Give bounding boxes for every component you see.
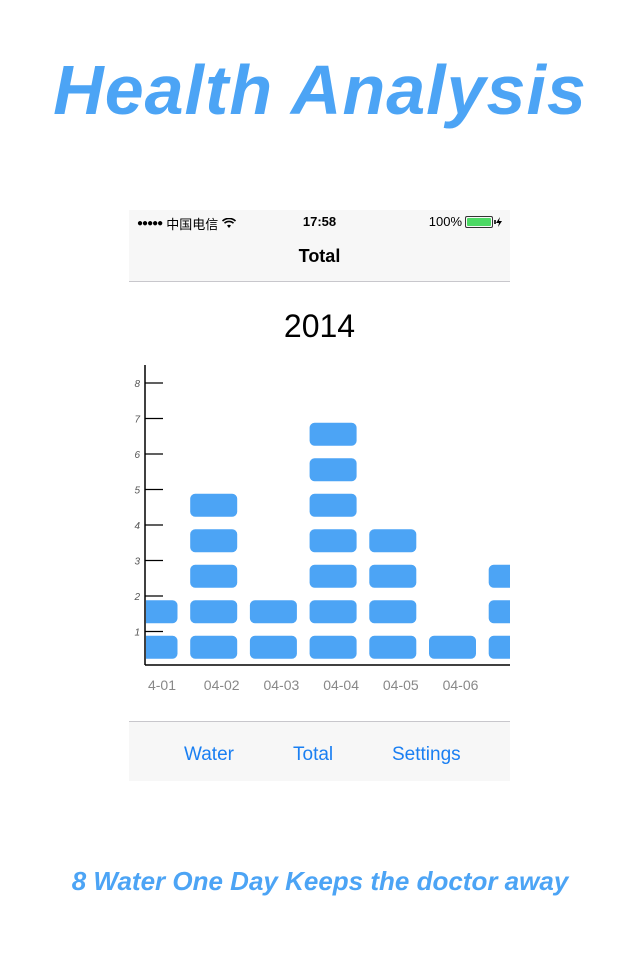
bar-segment[interactable] bbox=[429, 635, 476, 659]
signal-strength-icon: ●●●●● bbox=[137, 218, 163, 229]
bars-group bbox=[131, 422, 510, 659]
battery-icon bbox=[465, 215, 496, 228]
bar-segment[interactable] bbox=[309, 458, 357, 482]
bar-segment[interactable] bbox=[309, 635, 357, 659]
tab-total[interactable]: Total bbox=[293, 744, 334, 765]
y-tick-label: 4 bbox=[134, 521, 140, 532]
bar-segment[interactable] bbox=[369, 600, 417, 624]
carrier-name: 中国电信 bbox=[166, 217, 219, 232]
navigation-bar: Total bbox=[129, 234, 510, 282]
x-tick-label: 04-02 bbox=[204, 677, 240, 693]
bar-segment[interactable] bbox=[190, 564, 238, 588]
x-tick-label: 04-05 bbox=[383, 677, 419, 693]
bar-segment[interactable] bbox=[309, 422, 357, 446]
bar-segment[interactable] bbox=[488, 635, 510, 659]
bar-segment[interactable] bbox=[488, 564, 510, 588]
y-tick-label: 6 bbox=[134, 450, 140, 461]
tab-water[interactable]: Water bbox=[184, 744, 234, 765]
bar-segment[interactable] bbox=[190, 600, 238, 624]
y-tick-label: 8 bbox=[134, 379, 140, 390]
y-tick-label: 7 bbox=[134, 415, 140, 426]
bar-segment[interactable] bbox=[190, 529, 238, 553]
bar-segment[interactable] bbox=[369, 564, 417, 588]
clock: 17:58 bbox=[302, 214, 337, 229]
bar-segment[interactable] bbox=[309, 600, 357, 624]
tab-settings[interactable]: Settings bbox=[392, 744, 461, 765]
bar-segment[interactable] bbox=[309, 564, 357, 588]
x-tick-label: 4-01 bbox=[148, 677, 176, 693]
bar-segment[interactable] bbox=[369, 529, 417, 553]
promo-tagline: 8 Water One Day Keeps the doctor away bbox=[71, 866, 569, 896]
tab-bar: Water Total Settings bbox=[129, 721, 510, 781]
y-tick-label: 5 bbox=[134, 486, 140, 497]
bar-segment[interactable] bbox=[488, 600, 510, 624]
promo-headline: Health Analysis bbox=[53, 51, 587, 129]
bar-segment[interactable] bbox=[131, 600, 178, 624]
battery-percent: 100% bbox=[428, 214, 462, 229]
bar-segment[interactable] bbox=[249, 600, 297, 624]
x-tick-label: 04-06 bbox=[443, 677, 479, 693]
bar-segment[interactable] bbox=[190, 635, 238, 659]
wifi-icon bbox=[222, 218, 237, 228]
x-tick-label: 04-04 bbox=[323, 677, 359, 693]
charging-icon bbox=[496, 216, 502, 227]
bar-segment[interactable] bbox=[249, 635, 297, 659]
y-tick-label: 2 bbox=[133, 592, 140, 603]
y-tick-label: 1 bbox=[134, 628, 140, 639]
bar-segment[interactable] bbox=[369, 635, 417, 659]
bar-segment[interactable] bbox=[190, 493, 238, 517]
bar-segment[interactable] bbox=[309, 493, 357, 517]
page-title: Total bbox=[298, 246, 341, 266]
x-tick-label: 04-03 bbox=[263, 677, 299, 693]
y-tick-label: 3 bbox=[134, 557, 140, 568]
year-label: 2014 bbox=[283, 308, 356, 344]
bar-segment[interactable] bbox=[131, 635, 178, 659]
phone-screen: ●●●●● 中国电信 17:58 100% Total 2014 1 2 3 4 5 6 7… bbox=[129, 210, 510, 781]
status-bar: ●●●●● 中国电信 17:58 100% bbox=[129, 210, 510, 234]
bar-segment[interactable] bbox=[309, 529, 357, 553]
